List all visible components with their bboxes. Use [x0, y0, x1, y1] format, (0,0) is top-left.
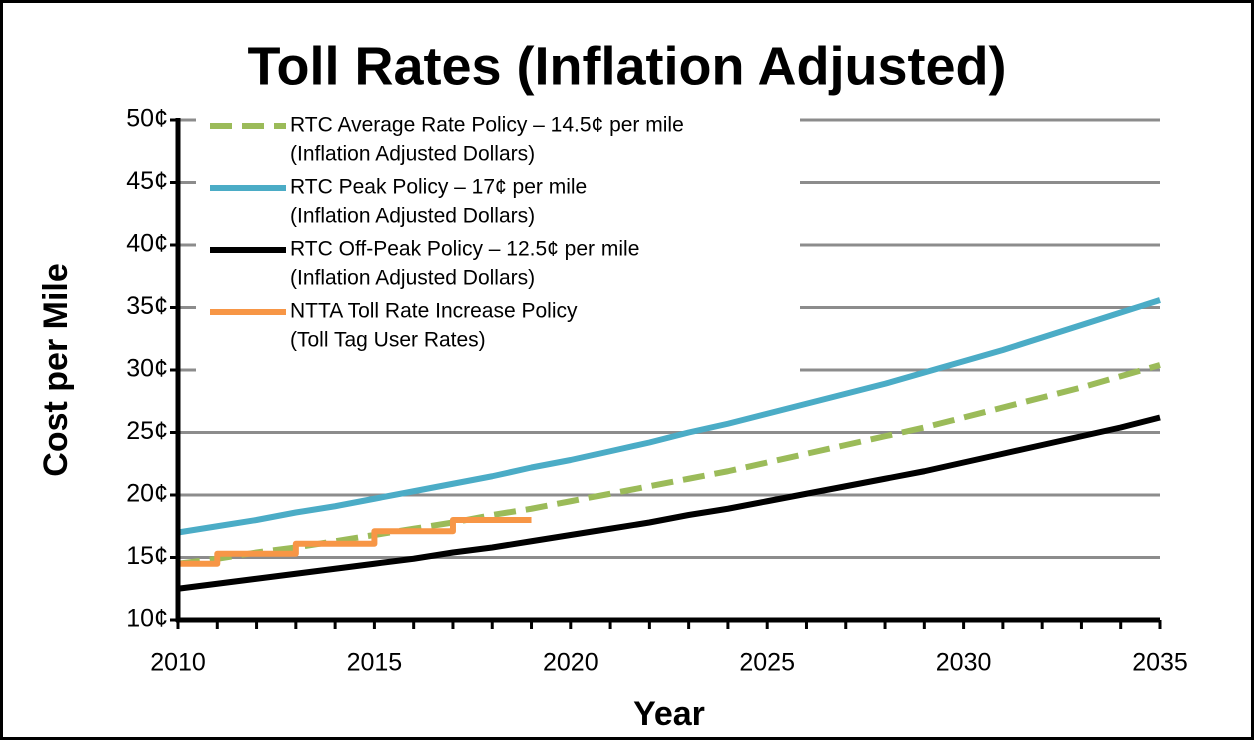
lines — [177, 297, 1161, 592]
y-tick-label: 30¢ — [126, 355, 168, 383]
y-tick-label: 10¢ — [126, 605, 168, 633]
x-tick-label: 2020 — [543, 649, 599, 677]
axes: 10¢ 15¢ 20¢ 25¢ 30¢ 35¢ 40¢ 45¢ 50¢ 2010 2015 2020 2… — [126, 105, 1188, 677]
legend-label: RTC Average Rate Policy – 14.5¢ per mile — [290, 114, 684, 137]
x-tick-label: 2035 — [1132, 649, 1188, 677]
legend-note: (Inflation Adjusted Dollars) — [290, 143, 535, 166]
legend-label: RTC Off-Peak Policy – 12.5¢ per mile — [290, 238, 639, 261]
legend-note: (Inflation Adjusted Dollars) — [290, 205, 535, 228]
y-tick-label: 15¢ — [126, 542, 168, 570]
y-tick-label: 50¢ — [126, 105, 168, 133]
legend-background — [196, 110, 800, 392]
legend-note: (Inflation Adjusted Dollars) — [290, 267, 535, 290]
x-tick-label: 2030 — [936, 649, 992, 677]
series-line — [178, 517, 532, 567]
chart-title: Toll Rates (Inflation Adjusted) — [248, 36, 1007, 96]
y-tick-label: 20¢ — [126, 480, 168, 508]
legend-note: (Toll Tag User Rates) — [290, 329, 486, 352]
x-axis-label: Year — [633, 695, 705, 733]
series-line — [177, 297, 1161, 536]
series-line — [177, 362, 1161, 567]
x-tick-label: 2010 — [150, 649, 206, 677]
legend-label: RTC Peak Policy – 17¢ per mile — [290, 176, 587, 199]
series-line — [177, 414, 1161, 592]
y-tick-label: 25¢ — [126, 417, 168, 445]
x-tick-label: 2015 — [347, 649, 403, 677]
x-tick-label: 2025 — [739, 649, 795, 677]
y-tick-label: 40¢ — [126, 230, 168, 258]
legend-label: NTTA Toll Rate Increase Policy — [290, 300, 578, 323]
y-tick-label: 35¢ — [126, 292, 168, 320]
legend: RTC Average Rate Policy – 14.5¢ per mile… — [210, 114, 684, 352]
y-tick-label: 45¢ — [126, 167, 168, 195]
y-axis-label: Cost per Mile — [37, 263, 75, 476]
